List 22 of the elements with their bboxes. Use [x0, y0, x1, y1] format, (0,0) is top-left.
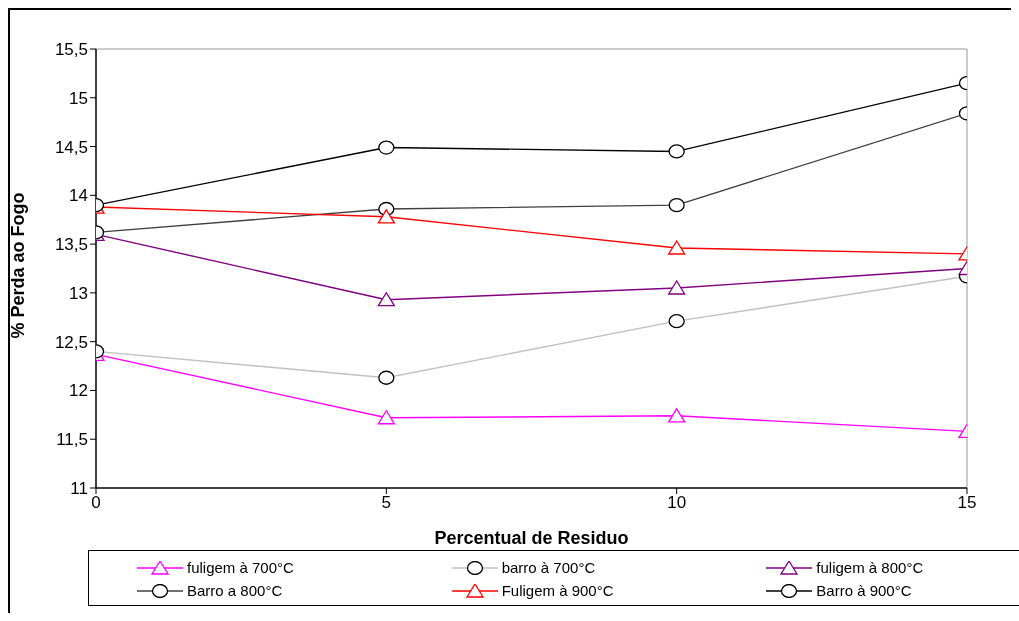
y-tick-label: 11,5 — [56, 430, 88, 450]
x-axis-title: Percentual de Residuo — [434, 528, 629, 548]
y-axis-title: % Perda ao Fogo — [8, 192, 29, 339]
y-tick-label: 13,5 — [54, 235, 88, 255]
y-tick-label: 14 — [69, 186, 88, 206]
legend-label: fuligem à 800°C — [816, 559, 924, 576]
legend-label: Barro a 800°C — [187, 582, 283, 599]
y-tick-label: 14,5 — [54, 137, 88, 157]
y-tick-label: 12 — [69, 381, 88, 401]
y-tick-label: 15,5 — [54, 40, 88, 60]
y-tick-label: 13 — [69, 283, 88, 303]
x-tick-label: 15 — [957, 493, 977, 513]
legend-label: Fuligem à 900°C — [501, 582, 614, 599]
y-tick-label: 15 — [69, 88, 88, 108]
x-tick-label: 0 — [91, 493, 101, 513]
x-tick-label: 10 — [667, 493, 687, 513]
y-tick-label: 11 — [70, 479, 88, 499]
y-tick-label: 12,5 — [54, 332, 88, 352]
x-tick-label: 5 — [381, 493, 392, 513]
legend-label: Barro à 900°C — [816, 582, 912, 599]
legend-label: fuligem à 700°C — [187, 559, 294, 576]
legend-label: barro à 700°C — [501, 559, 596, 576]
